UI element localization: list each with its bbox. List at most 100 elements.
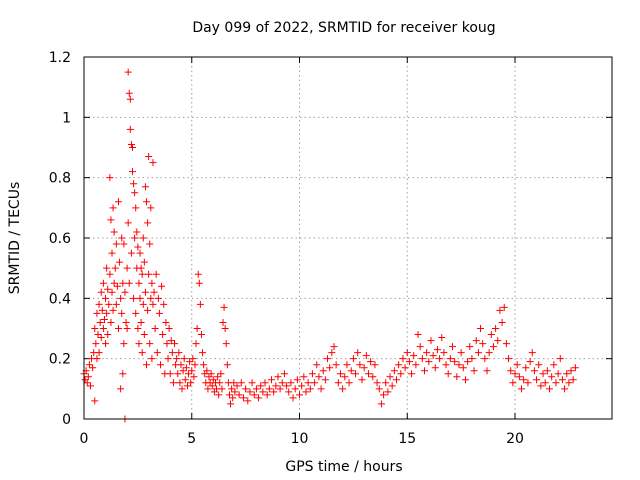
data-point (177, 361, 185, 369)
data-point (157, 361, 165, 369)
data-point (392, 376, 400, 384)
data-point (124, 68, 132, 76)
data-point (117, 294, 125, 302)
x-tick-label: 5 (187, 431, 196, 447)
data-point (380, 391, 388, 399)
data-point (215, 391, 223, 399)
data-point (339, 385, 347, 393)
data-point (164, 355, 172, 363)
data-point (377, 400, 385, 408)
data-point (242, 385, 250, 393)
data-point (102, 294, 110, 302)
data-point (509, 379, 517, 387)
data-point (110, 228, 118, 236)
data-point (147, 294, 155, 302)
data-point (246, 388, 254, 396)
data-point (166, 370, 174, 378)
data-point (272, 382, 280, 390)
data-point (223, 361, 231, 369)
data-point (408, 370, 416, 378)
data-point (225, 391, 233, 399)
data-point (142, 361, 150, 369)
data-point (94, 331, 102, 339)
x-tick-label: 10 (291, 431, 309, 447)
data-point (186, 358, 194, 366)
data-point (324, 355, 332, 363)
data-point (98, 306, 106, 314)
data-point (457, 349, 465, 357)
data-point (459, 364, 467, 372)
data-point (496, 306, 504, 314)
data-point (306, 385, 314, 393)
data-point (141, 183, 149, 191)
data-point (556, 355, 564, 363)
data-point (371, 361, 379, 369)
data-point (235, 391, 243, 399)
data-point (135, 340, 143, 348)
data-point (280, 370, 288, 378)
data-point (187, 379, 195, 387)
data-point (149, 159, 157, 167)
data-point (114, 325, 122, 332)
data-point (386, 373, 394, 381)
data-point (436, 355, 444, 363)
data-point (548, 373, 556, 381)
data-point (103, 309, 111, 317)
data-point (123, 264, 131, 272)
data-point (208, 382, 216, 390)
data-point (179, 367, 187, 375)
data-point (390, 367, 398, 375)
data-point (561, 385, 569, 393)
data-point (418, 355, 426, 363)
data-point (507, 367, 515, 375)
data-point (498, 318, 506, 326)
data-point (308, 370, 316, 378)
data-point (302, 388, 310, 396)
data-point (139, 234, 147, 242)
data-point (109, 204, 117, 212)
data-point (173, 355, 181, 363)
data-point (134, 325, 142, 332)
data-point (221, 325, 229, 332)
data-point (167, 337, 175, 345)
data-point (133, 228, 141, 236)
y-tick-label: 0 (62, 412, 71, 428)
data-point (513, 361, 521, 369)
data-point (526, 358, 534, 366)
data-point (169, 379, 177, 387)
tick-labels: 0 5 10 15 20 0 0.2 0.4 0.6 0.8 1 1.2 (49, 50, 524, 447)
data-point (159, 331, 167, 339)
data-point (119, 279, 127, 287)
data-point (356, 361, 364, 369)
data-point (528, 349, 536, 357)
data-point (543, 367, 551, 375)
data-point (300, 373, 308, 381)
data-point (147, 204, 155, 212)
data-point (153, 349, 161, 357)
data-point (144, 306, 152, 314)
data-point (139, 300, 147, 308)
data-point (554, 370, 562, 378)
data-point (416, 343, 424, 351)
data-point (541, 379, 549, 387)
data-point (481, 355, 489, 363)
y-tick-label: 1.2 (49, 50, 71, 66)
data-point (539, 370, 547, 378)
data-point (111, 264, 119, 272)
data-point (483, 367, 491, 375)
data-point (92, 340, 100, 348)
data-point (382, 379, 390, 387)
data-point (563, 370, 571, 378)
data-point (134, 243, 142, 251)
data-point (569, 376, 577, 384)
data-point (151, 325, 159, 332)
data-point (293, 376, 301, 384)
data-point (375, 385, 383, 393)
data-point (132, 309, 140, 317)
y-tick-label: 0.4 (49, 291, 71, 307)
data-point (263, 391, 271, 399)
data-point (474, 349, 482, 357)
y-tick-label: 0.6 (49, 231, 71, 247)
data-point (354, 349, 362, 357)
